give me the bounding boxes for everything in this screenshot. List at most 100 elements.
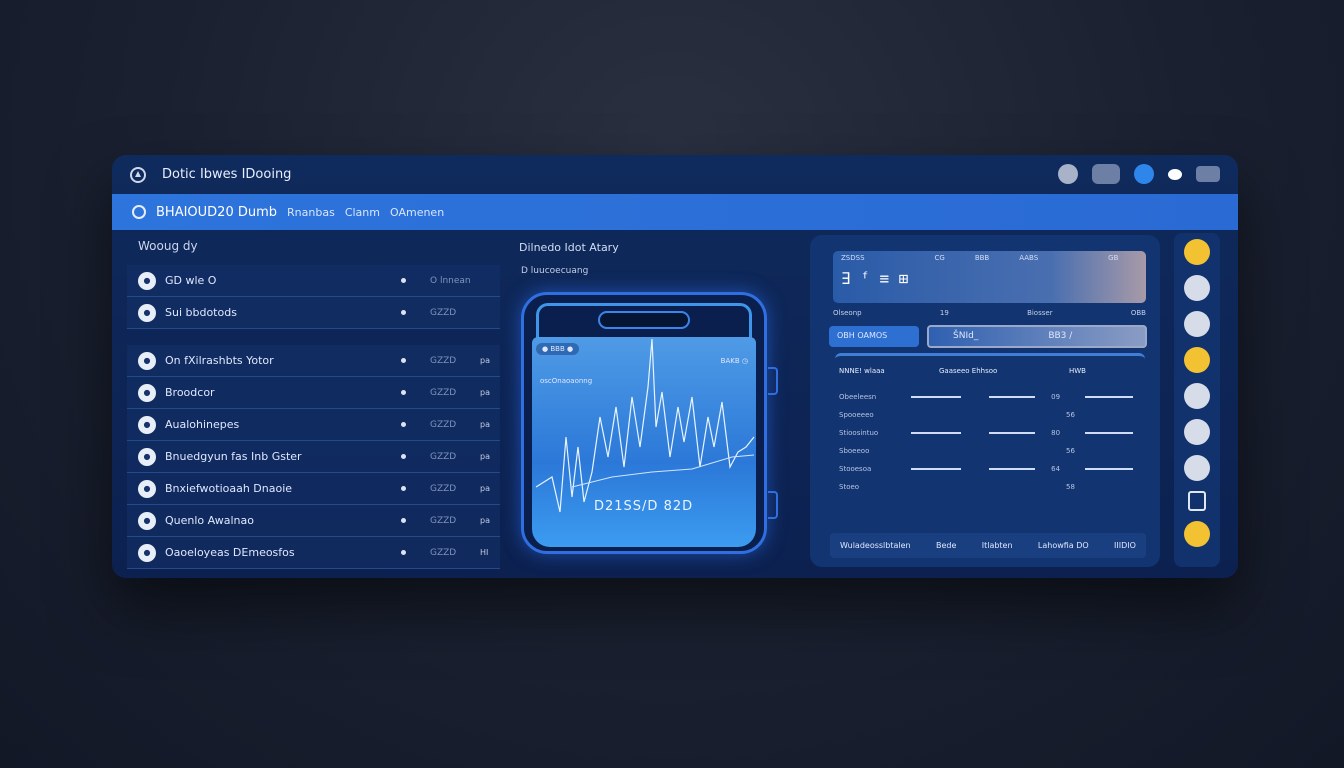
row-bar bbox=[1085, 396, 1133, 398]
square-icon[interactable] bbox=[1188, 491, 1206, 511]
item-icon: ● bbox=[138, 271, 156, 290]
status-dot bbox=[401, 358, 406, 363]
footer-cell[interactable]: Itlabten bbox=[981, 541, 1013, 550]
band-item[interactable]: OAmenen bbox=[389, 205, 445, 219]
header-cell: OBB bbox=[1130, 309, 1146, 317]
item-tag: pa bbox=[480, 484, 490, 493]
table-row[interactable]: Stoeo 58 bbox=[839, 478, 1141, 496]
list-item[interactable]: ● Oaoeloyeas DEmeosfos GZZD HI bbox=[127, 537, 500, 569]
toggle-icon[interactable] bbox=[1092, 164, 1120, 184]
status-dot bbox=[401, 486, 406, 491]
item-value: O lnnean bbox=[430, 275, 471, 286]
screen-value: D21SS/D 82D bbox=[594, 499, 694, 514]
table-row[interactable]: Spooeeeo 56 bbox=[839, 406, 1141, 424]
table-row[interactable]: Obeeleesn 09 bbox=[839, 388, 1141, 406]
item-value: GZZD bbox=[430, 419, 457, 430]
summary-header: ZSDSS CG BBB AABS GB ∃ ᶠ ≡ ⊞ bbox=[833, 251, 1146, 303]
input-field[interactable]: ŠNId_ BB3 / bbox=[927, 325, 1147, 348]
header-label: ZSDSS bbox=[841, 254, 865, 262]
row-value: 56 bbox=[1066, 411, 1075, 419]
item-icon: ● bbox=[138, 415, 156, 434]
row-bar bbox=[911, 396, 962, 398]
item-value: GZZD bbox=[430, 483, 457, 494]
user-icon[interactable] bbox=[1184, 275, 1210, 301]
item-icon: ● bbox=[138, 543, 156, 562]
cloud-icon[interactable] bbox=[1168, 168, 1182, 180]
list-item[interactable]: ● Bnuedgyun fas Inb Gster GZZD pa bbox=[127, 441, 500, 473]
screen-pill[interactable]: ● BBB ● bbox=[536, 343, 580, 355]
band-item[interactable]: Rnanbas bbox=[287, 205, 335, 219]
title-bar: Dotic Ibwes IDooing bbox=[112, 155, 1238, 194]
footer-cell[interactable]: Bede bbox=[935, 541, 957, 550]
right-panel: ZSDSS CG BBB AABS GB ∃ ᶠ ≡ ⊞ Olseonp 19 … bbox=[810, 235, 1160, 567]
toolbar bbox=[1058, 164, 1220, 184]
globe-icon[interactable] bbox=[1184, 383, 1210, 409]
status-dot bbox=[401, 310, 406, 315]
row-bar bbox=[1085, 468, 1133, 470]
user-icon[interactable] bbox=[1058, 164, 1078, 184]
list-item[interactable]: ● On fXilrashbts Yotor GZZD pa bbox=[127, 345, 500, 377]
field-value: BB3 / bbox=[1048, 331, 1073, 341]
row-bar bbox=[989, 432, 1036, 434]
table-row[interactable]: Stioosintuo 80 bbox=[839, 424, 1141, 442]
row-label: Stoeo bbox=[839, 483, 860, 491]
column-header: Olseonp 19 Biosser OBB bbox=[833, 309, 1146, 317]
band-primary[interactable]: BHAIOUD20 Dumb bbox=[156, 204, 278, 220]
item-value: GZZD bbox=[430, 547, 457, 558]
item-tag: pa bbox=[480, 388, 490, 397]
phone-device: ● BBB ● BAKB ◷ oscOnaoaonng D21SS/D 82D bbox=[521, 292, 778, 554]
footer-cell[interactable]: Wuladeosslbtalen bbox=[840, 541, 911, 550]
row-label: Stooesoa bbox=[839, 465, 872, 473]
status-dot bbox=[401, 518, 406, 523]
list-item[interactable]: ● Broodcor GZZD pa bbox=[127, 377, 500, 409]
item-value: GZZD bbox=[430, 451, 457, 462]
list-item[interactable]: ● Aualohinepes GZZD pa bbox=[127, 409, 500, 441]
row-label: Sboeeoo bbox=[839, 447, 870, 455]
header-label: AABS bbox=[1019, 254, 1039, 262]
data-table: NNNE! wlaaa Gaaseeo Ehhsoo HWB Obeeleesn… bbox=[835, 353, 1145, 535]
item-label: GD wle O bbox=[165, 274, 217, 287]
item-label: Oaoeloyeas DEmeosfos bbox=[165, 546, 295, 559]
middle-title: Dilnedo Idot Atary bbox=[519, 241, 619, 254]
list-item[interactable]: ● Sui bbdotods GZZD bbox=[127, 297, 500, 329]
item-icon: ● bbox=[138, 511, 156, 530]
list-item[interactable]: ● GD wle O O lnnean bbox=[127, 265, 500, 297]
footer-cell[interactable]: IIIDIO bbox=[1114, 541, 1136, 550]
row-bar bbox=[911, 468, 962, 470]
waveform-graphic bbox=[535, 338, 755, 513]
table-row[interactable]: Stooesoa 64 bbox=[839, 460, 1141, 478]
side-button bbox=[768, 491, 778, 519]
refresh-icon[interactable] bbox=[1184, 311, 1210, 337]
item-icon: ● bbox=[138, 383, 156, 402]
screen-top-left: oscOnaoaonng bbox=[540, 377, 593, 385]
footer-cell[interactable]: Lahowfia DO bbox=[1037, 541, 1089, 550]
table-row[interactable]: Sboeeoo 56 bbox=[839, 442, 1141, 460]
list-item[interactable]: ● Quenlo Awalnao GZZD pa bbox=[127, 505, 500, 537]
tab-active[interactable]: OBH OAMOS bbox=[829, 326, 919, 347]
badge-icon[interactable] bbox=[1184, 419, 1210, 445]
side-button bbox=[768, 367, 778, 395]
item-label: Bnxiefwotioaah Dnaoie bbox=[165, 482, 293, 495]
coin-icon[interactable] bbox=[1184, 239, 1210, 265]
item-label: Aualohinepes bbox=[165, 418, 240, 431]
header-cell: Biosser bbox=[1027, 309, 1053, 317]
coin-icon[interactable] bbox=[1184, 347, 1210, 373]
row-label: Obeeleesn bbox=[839, 393, 877, 401]
list-item[interactable]: ● Bnxiefwotioaah Dnaoie GZZD pa bbox=[127, 473, 500, 505]
item-value: GZZD bbox=[430, 355, 457, 366]
table-header: Gaaseeo Ehhsoo bbox=[939, 367, 998, 375]
row-bar bbox=[1085, 432, 1133, 434]
shield-icon[interactable] bbox=[1184, 455, 1210, 481]
item-label: Sui bbdotods bbox=[165, 306, 237, 319]
coin-icon[interactable] bbox=[1184, 521, 1210, 547]
app-title: Dotic Ibwes IDooing bbox=[162, 167, 292, 182]
icon-column bbox=[1174, 233, 1220, 567]
item-label: Broodcor bbox=[165, 386, 215, 399]
summary-value: ∃ ᶠ ≡ ⊞ bbox=[841, 269, 909, 288]
row-bar bbox=[989, 396, 1036, 398]
band-item[interactable]: Clanm bbox=[344, 205, 380, 219]
globe-icon[interactable] bbox=[1134, 164, 1154, 184]
header-cell: 19 bbox=[939, 309, 949, 317]
folder-icon[interactable] bbox=[1196, 166, 1220, 182]
phone-notch bbox=[598, 311, 690, 329]
